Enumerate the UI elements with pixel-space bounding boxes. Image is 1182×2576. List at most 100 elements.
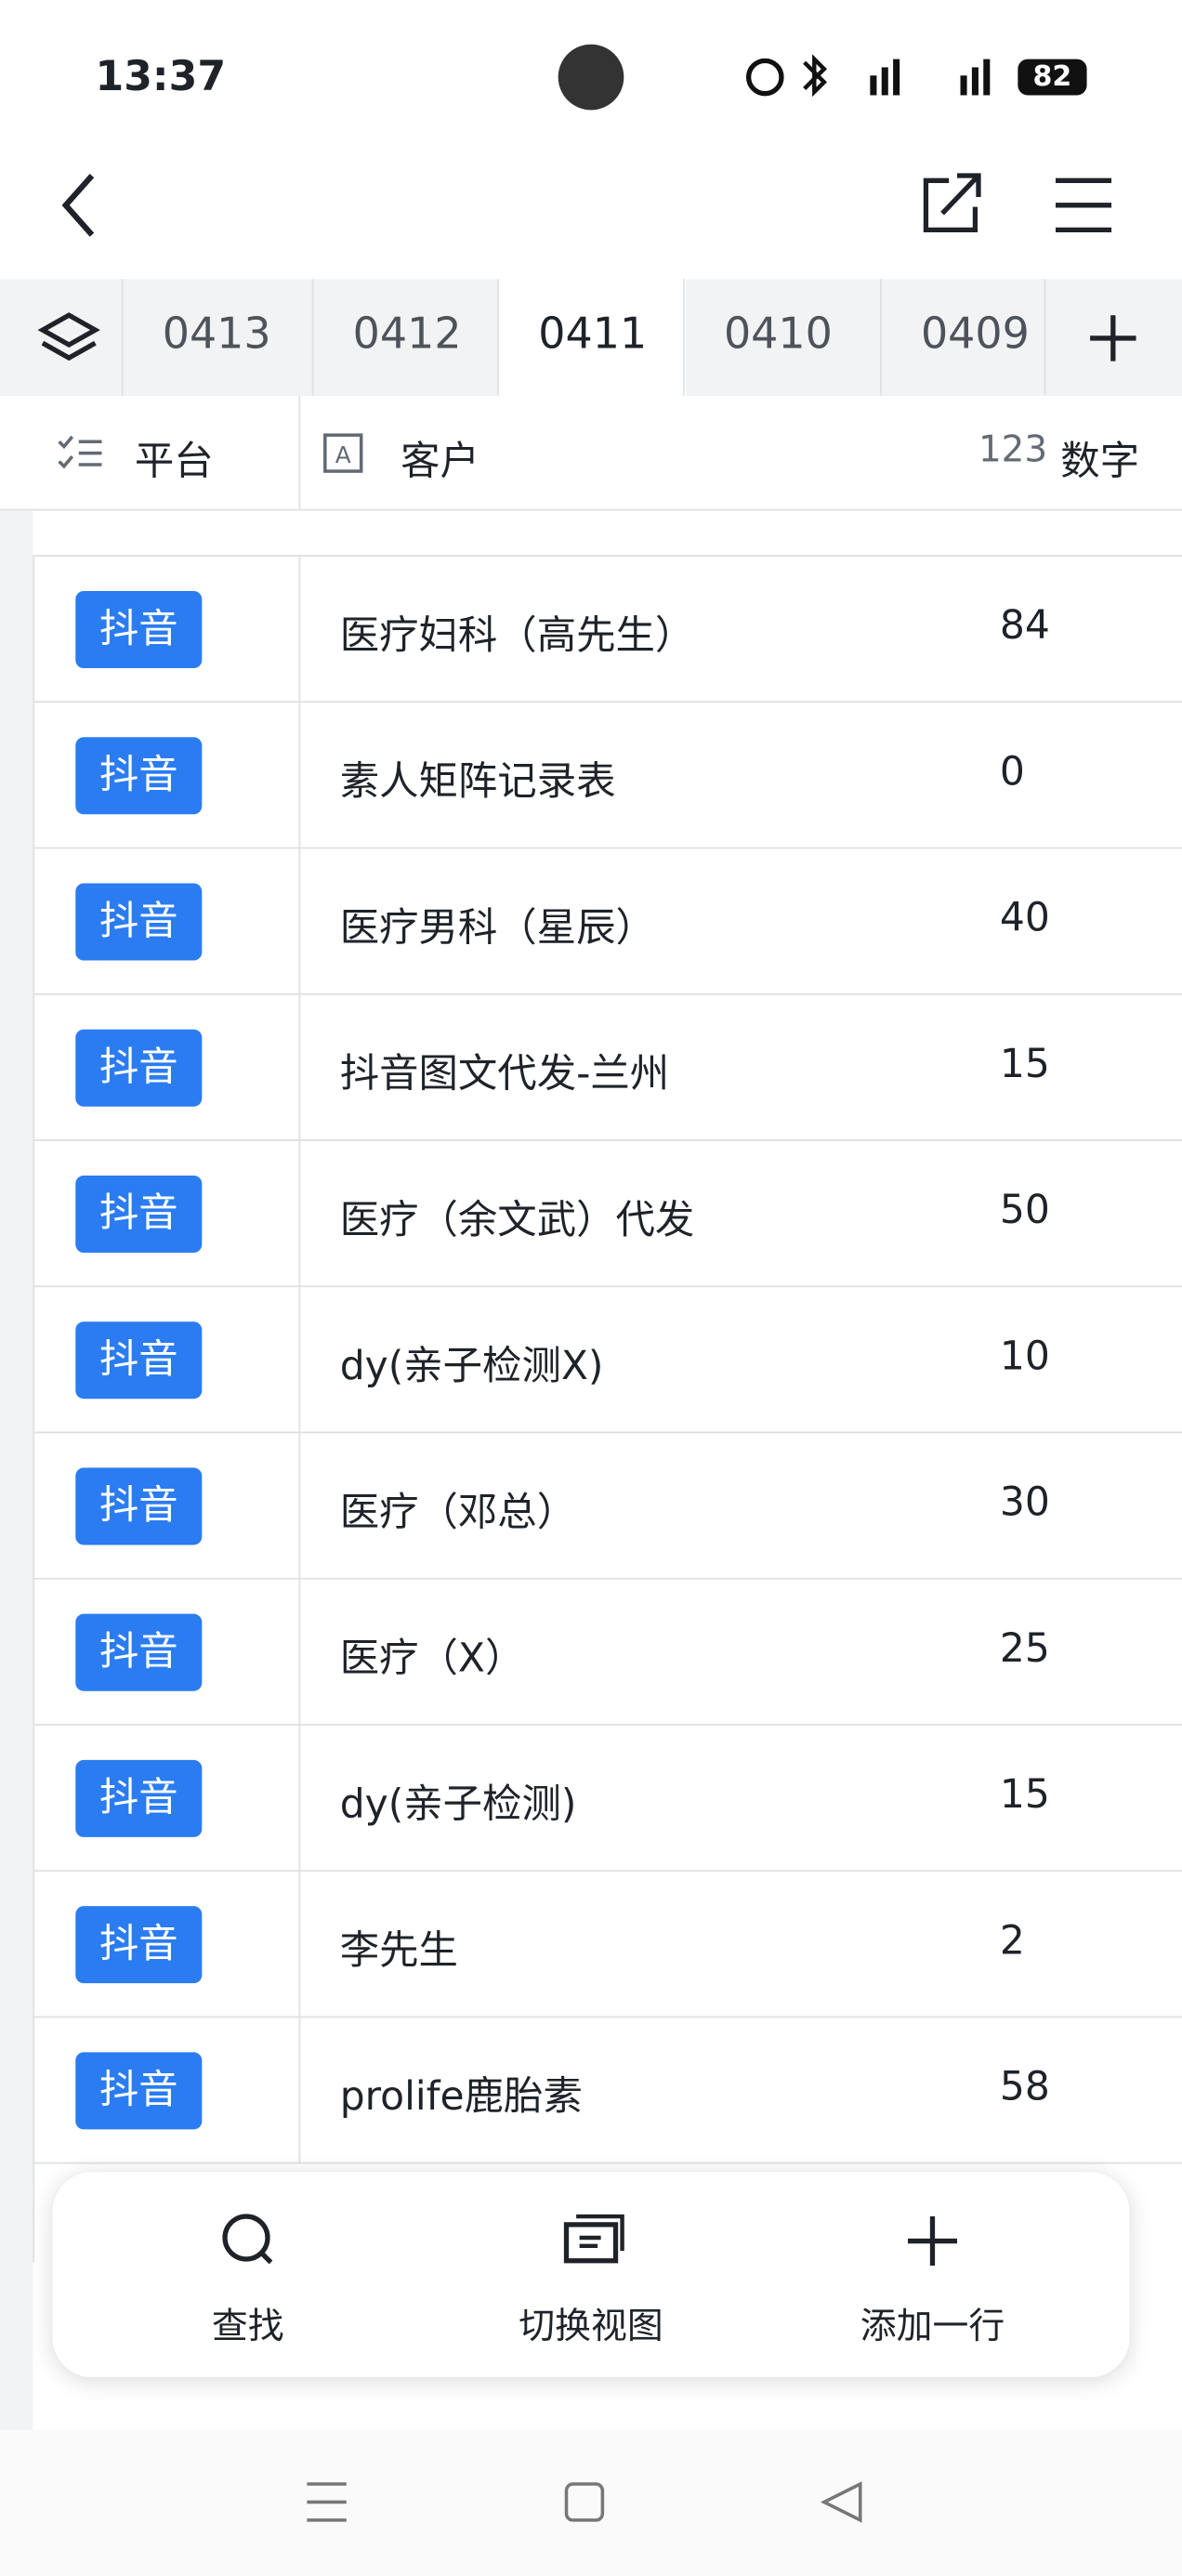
divider [298,848,301,995]
number-cell: 15 [999,1041,1050,1087]
add-tab[interactable] [1084,309,1143,368]
toolbar: 查找 切换视图 添加一行 [52,2172,1130,2378]
divider [298,1579,301,1726]
toolbar-label: 添加一行 [860,2307,1005,2348]
divider [298,994,301,1141]
client-cell: 医疗（邓总） [339,1489,577,1535]
tab[interactable]: 0411 [497,279,687,396]
battery: 82 [1018,59,1087,96]
number-cell: 30 [999,1479,1050,1526]
status-icons [745,54,991,98]
divider [1044,279,1046,396]
divider [298,1287,301,1434]
toolbar-button[interactable]: 切换视图 [443,2172,739,2377]
platform-tag: 抖音 [75,883,203,961]
table-row[interactable]: 抖音 dy(亲子检测) 15 [33,1724,1182,1873]
toolbar-label: 查找 [211,2307,284,2348]
column-header[interactable]: 客户 [401,438,479,485]
tab-label: 0409 [920,309,1030,360]
tab-label: 0410 [723,309,833,360]
platform-tag: 抖音 [75,1175,203,1253]
number-cell: 40 [999,894,1050,941]
platform-tag: 抖音 [75,591,203,669]
client-cell: dy(亲子检测X) [339,1343,604,1389]
time: 13:37 [95,52,227,100]
tab-label: 0413 [162,309,271,360]
divider [298,556,301,703]
table-row[interactable]: 抖音 prolife鹿胎素 58 [33,2016,1182,2164]
text-icon: A [323,433,363,473]
divider [298,395,301,509]
tab-label: 0411 [538,309,648,360]
table-row[interactable]: 抖音 医疗（余文武）代发 50 [33,1139,1182,1288]
platform-tag: 抖音 [75,1759,203,1837]
client-cell: 医疗男科（星辰） [339,904,655,951]
client-cell: 医疗妇科（高先生） [339,611,695,659]
platform-tag: 抖音 [75,1467,203,1545]
menu-button[interactable] [1055,177,1112,232]
number-cell: 0 [999,748,1025,795]
number-cell: 50 [999,1187,1050,1233]
platform-tag: 抖音 [75,1321,203,1400]
tab[interactable]: 0410 [682,279,872,396]
divider [298,703,301,849]
tab[interactable]: 0409 [879,279,1069,396]
tab[interactable]: 0412 [311,279,501,396]
table-row[interactable]: 抖音 医疗男科（星辰） 40 [33,847,1182,995]
table-row[interactable]: 抖音 抖音图文代发-兰州 15 [33,992,1182,1141]
toolbar-icon [563,2214,624,2264]
toolbar-icon [222,2214,273,2265]
number-cell: 25 [999,1625,1050,1672]
table-row[interactable]: 抖音 李先生 2 [33,1870,1182,2018]
client-cell: dy(亲子检测) [339,1781,577,1828]
divider [298,2017,301,2164]
client-cell: 抖音图文代发-兰州 [339,1050,670,1097]
nav-bar [61,173,1112,237]
tab-label: 0412 [352,309,462,360]
system-nav [0,2429,1182,2576]
platform-tag: 抖音 [75,1029,203,1107]
table-row [33,2162,1182,2263]
tab[interactable]: 0413 [121,279,310,396]
client-cell: prolife鹿胎素 [339,2073,583,2120]
divider [298,1140,301,1288]
header-row: 平台 A 客户 123 数字 [0,395,1182,511]
toolbar-icon [907,2216,957,2267]
platform-tag: 抖音 [75,2052,203,2130]
tab-bar: 0413 0412 0411 0410 0409 [0,279,1182,398]
toolbar-button[interactable]: 添加一行 [784,2172,1080,2377]
table: 抖音 医疗妇科（高先生） 84 抖音 素人矩阵记录表 0 抖音 医疗男科（星辰） 40 抖音 抖音图… [0,510,1182,2432]
number-icon: 123 [978,429,1048,472]
client-cell: 素人矩阵记录表 [339,758,616,805]
share-button[interactable] [923,173,981,232]
camera [558,44,624,111]
table-row[interactable]: 抖音 dy(亲子检测X) 10 [33,1285,1182,1434]
table-row[interactable]: 抖音 医疗妇科（高先生） 84 [33,555,1182,703]
toolbar-button[interactable]: 查找 [100,2172,396,2377]
back-button[interactable] [61,173,95,237]
table-row[interactable]: 抖音 医疗（X） 25 [33,1577,1182,1726]
table-row[interactable]: 抖音 素人矩阵记录表 0 [33,701,1182,849]
number-cell: 84 [999,602,1050,649]
platform-tag: 抖音 [75,1906,203,1984]
list-icon [58,435,102,469]
layers-icon[interactable] [36,309,102,368]
svg-text:A: A [335,441,351,468]
table-row[interactable]: 抖音 医疗（邓总） 30 [33,1431,1182,1580]
number-cell: 58 [999,2063,1050,2110]
platform-tag: 抖音 [75,737,203,815]
number-cell: 15 [999,1771,1050,1818]
column-header[interactable]: 平台 [134,438,214,485]
toolbar-label: 切换视图 [519,2307,663,2348]
platform-tag: 抖音 [75,1613,203,1691]
client-cell: 医疗（X） [339,1635,525,1682]
divider [298,1872,301,2018]
client-cell: 李先生 [339,1927,458,1974]
number-cell: 10 [999,1333,1050,1380]
divider [298,1725,301,1873]
client-cell: 医疗（余文武）代发 [339,1196,695,1243]
column-header[interactable]: 数字 [1060,438,1140,485]
divider [298,1433,301,1580]
gutter [0,510,33,2432]
